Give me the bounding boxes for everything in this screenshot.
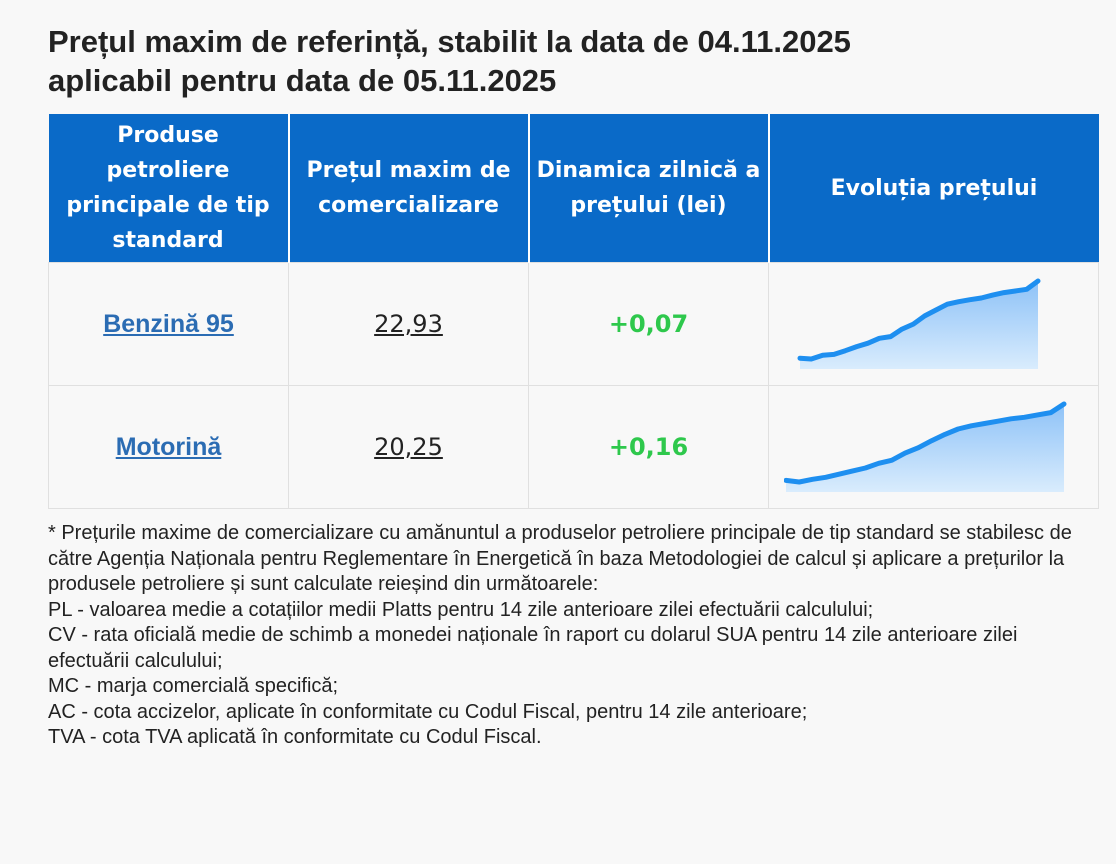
cell-change: +0,16 xyxy=(528,385,769,509)
product-link-benzina-95[interactable]: Benzină 95 xyxy=(103,309,234,338)
header-products: Produse petroliere principale de tip sta… xyxy=(48,114,289,263)
table-header-row: Produse petroliere principale de tip sta… xyxy=(48,114,1099,263)
cell-price: 20,25 xyxy=(288,385,529,509)
sparkline-benzina-95 xyxy=(797,278,1040,369)
title-line-2: aplicabil pentru data de 05.11.2025 xyxy=(48,63,557,98)
footnote-intro: * Prețurile maxime de comercializare cu … xyxy=(48,522,1072,595)
price-change-value: +0,16 xyxy=(608,433,689,461)
cell-price: 22,93 xyxy=(288,262,529,386)
sparkline-motorina xyxy=(783,401,1066,492)
cell-trend xyxy=(768,262,1099,386)
sparkline-area xyxy=(785,404,1064,492)
sparkline-line xyxy=(797,278,1040,362)
cell-product: Benzină 95 xyxy=(48,262,289,386)
title-line-1: Prețul maxim de referință, stabilit la d… xyxy=(48,24,851,59)
page-title: Prețul maxim de referință, stabilit la d… xyxy=(48,22,1098,100)
footnote-mc: MC - marja comercială specifică; xyxy=(48,675,339,697)
price-change-value: +0,07 xyxy=(608,310,689,338)
footnote-ac: AC - cota accizelor, aplicate în conform… xyxy=(48,700,808,723)
cell-product: Motorină xyxy=(48,385,289,509)
price-widget: Prețul maxim de referință, stabilit la d… xyxy=(48,0,1099,751)
header-max-price: Prețul maxim de comercializare xyxy=(287,114,529,263)
header-price-evolution: Evoluția prețului xyxy=(767,114,1099,263)
footnote-pl: PL - valoarea medie a cotațiilor medii P… xyxy=(48,598,874,621)
footnote: * Prețurile maxime de comercializare cu … xyxy=(48,521,1098,751)
footnote-tva: TVA - cota TVA aplicată în conformitate … xyxy=(48,726,542,748)
cell-change: +0,07 xyxy=(528,262,769,386)
product-link-motorina[interactable]: Motorină xyxy=(115,432,222,461)
footnote-cv: CV - rata oficială medie de schimb a mon… xyxy=(48,624,1018,672)
header-daily-change: Dinamica zilnică a prețului (lei) xyxy=(527,114,769,263)
table-row: Motorină 20,25 +0,16 xyxy=(48,385,1099,509)
price-value[interactable]: 20,25 xyxy=(374,433,443,461)
table-row: Benzină 95 22,93 +0,07 xyxy=(48,262,1099,386)
sparkline-line xyxy=(783,401,1066,485)
cell-trend xyxy=(768,385,1099,509)
price-table: Produse petroliere principale de tip sta… xyxy=(48,114,1099,509)
price-value[interactable]: 22,93 xyxy=(374,310,443,338)
